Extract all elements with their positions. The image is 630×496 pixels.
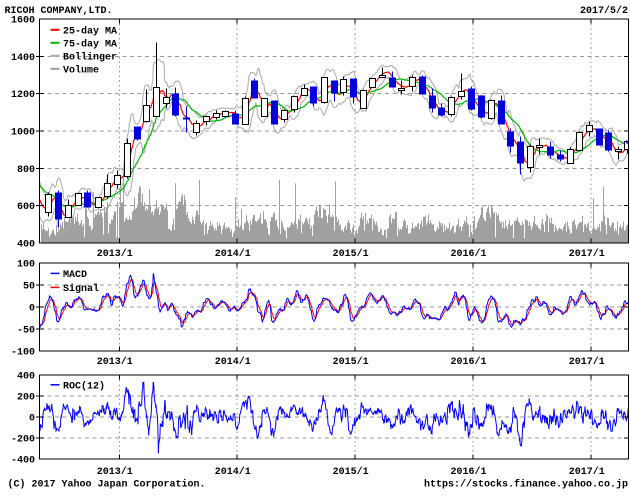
svg-text:2013/1: 2013/1 <box>97 466 133 478</box>
svg-text:-400: -400 <box>11 456 35 467</box>
svg-text:2014/1: 2014/1 <box>215 248 251 260</box>
svg-text:2016/1: 2016/1 <box>450 248 486 260</box>
svg-text:400: 400 <box>17 240 35 251</box>
svg-text:2016/1: 2016/1 <box>450 356 486 368</box>
svg-text:2014/1: 2014/1 <box>215 356 251 368</box>
svg-text:(C) 2017 Yahoo Japan Corporati: (C) 2017 Yahoo Japan Corporation. <box>8 479 206 491</box>
svg-text:-200: -200 <box>11 435 35 446</box>
svg-text:-50: -50 <box>17 326 35 337</box>
svg-text:2017/1: 2017/1 <box>569 356 605 368</box>
svg-text:1600: 1600 <box>11 16 35 27</box>
svg-text:1200: 1200 <box>11 90 35 101</box>
svg-text:2016/1: 2016/1 <box>450 466 486 478</box>
svg-text:Signal: Signal <box>63 283 99 295</box>
svg-text:1000: 1000 <box>11 128 35 139</box>
svg-text:-100: -100 <box>11 348 35 359</box>
svg-text:0: 0 <box>29 414 35 425</box>
svg-text:100: 100 <box>17 260 35 271</box>
svg-text:400: 400 <box>17 372 35 383</box>
svg-text:2013/1: 2013/1 <box>97 356 133 368</box>
svg-text:50: 50 <box>23 282 35 293</box>
svg-text:25-day MA: 25-day MA <box>63 25 117 37</box>
svg-text:800: 800 <box>17 165 35 176</box>
svg-text:2017/1: 2017/1 <box>569 466 605 478</box>
svg-text:2017/5/2: 2017/5/2 <box>580 5 628 17</box>
svg-text:200: 200 <box>17 393 35 404</box>
svg-text:0: 0 <box>29 304 35 315</box>
svg-text:2014/1: 2014/1 <box>215 466 251 478</box>
svg-text:2015/1: 2015/1 <box>333 356 369 368</box>
svg-text:https://stocks.finance.yahoo.c: https://stocks.finance.yahoo.co.jp <box>424 479 628 491</box>
svg-text:2017/1: 2017/1 <box>569 248 605 260</box>
svg-text:2015/1: 2015/1 <box>333 248 369 260</box>
svg-text:2013/1: 2013/1 <box>97 248 133 260</box>
svg-text:Bollinger: Bollinger <box>63 51 117 63</box>
svg-text:ROC(12): ROC(12) <box>63 380 105 392</box>
svg-text:MACD: MACD <box>63 270 87 281</box>
svg-text:Volume: Volume <box>63 64 99 76</box>
svg-text:2015/1: 2015/1 <box>333 466 369 478</box>
svg-text:75-day MA: 75-day MA <box>63 38 117 50</box>
svg-text:600: 600 <box>17 202 35 213</box>
svg-text:1400: 1400 <box>11 53 35 64</box>
